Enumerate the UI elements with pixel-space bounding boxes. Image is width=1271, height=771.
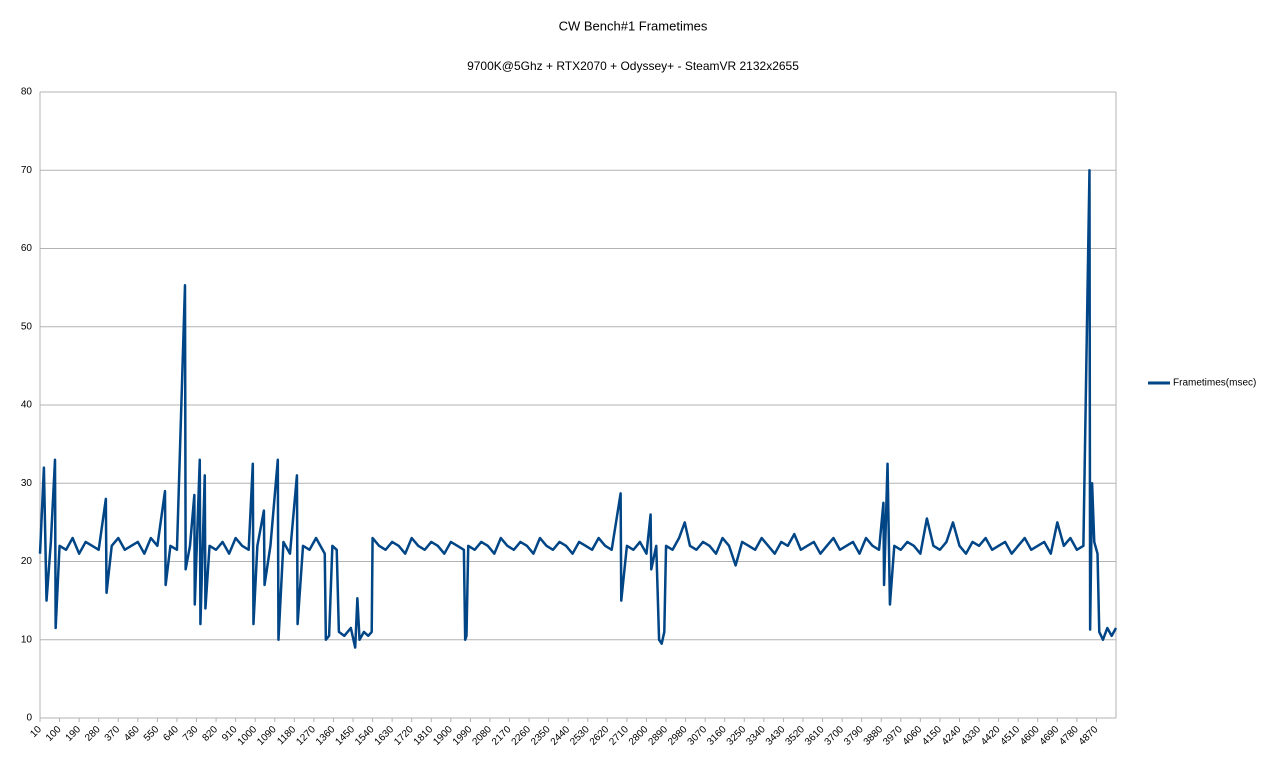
x-tick-label: 2350 [529,724,553,748]
x-tick-label: 280 [83,724,103,744]
x-tick-label: 2890 [647,724,671,748]
y-tick-label: 10 [21,634,33,645]
x-tick-label: 3430 [764,724,788,748]
x-tick-label: 3610 [803,724,827,748]
x-tick-label: 2440 [549,724,573,748]
x-tick-label: 4330 [960,724,984,748]
x-tick-label: 2980 [666,724,690,748]
x-tick-label: 4060 [901,724,925,748]
x-tick-label: 10 [28,724,44,740]
x-tick-label: 3520 [783,724,807,748]
y-tick-label: 50 [21,321,33,332]
x-tick-label: 3880 [862,724,886,748]
x-tick-label: 640 [161,724,181,744]
x-tick-label: 2080 [470,724,494,748]
x-tick-label: 730 [181,724,201,744]
x-tick-label: 190 [64,724,84,744]
x-tick-label: 4690 [1038,724,1062,748]
x-tick-label: 2710 [607,724,631,748]
x-tick-label: 4870 [1077,724,1101,748]
x-tick-label: 1720 [392,724,416,748]
y-tick-label: 30 [21,478,33,489]
y-tick-label: 40 [21,400,33,411]
x-tick-label: 1450 [333,724,357,748]
y-tick-label: 0 [26,713,32,724]
x-tick-label: 2800 [627,724,651,748]
x-tick-label: 3700 [823,724,847,748]
x-tick-label: 1000 [236,724,260,748]
x-tick-label: 2620 [588,724,612,748]
x-tick-label: 1180 [275,724,298,747]
x-tick-label: 1900 [431,724,455,748]
x-tick-label: 4150 [920,724,944,748]
x-tick-label: 100 [44,724,64,744]
x-tick-label: 3070 [686,724,710,748]
x-tick-label: 4420 [979,724,1003,748]
x-tick-label: 3790 [842,724,866,748]
x-tick-label: 3970 [881,724,905,748]
x-tick-label: 4240 [940,724,964,748]
x-tick-label: 2260 [510,724,534,748]
chart-subtitle: 9700K@5Ghz + RTX2070 + Odyssey+ - SteamV… [467,59,799,73]
x-tick-label: 1090 [255,724,279,748]
x-tick-label: 2530 [568,724,592,748]
x-tick-label: 3250 [725,724,749,748]
x-tick-label: 370 [103,724,123,744]
x-tick-label: 1360 [314,724,338,748]
legend-label: Frametimes(msec) [1173,378,1256,389]
x-tick-label: 3160 [705,724,729,748]
x-tick-label: 820 [200,724,220,744]
series-line [38,169,1118,649]
x-tick-label: 460 [122,724,142,744]
x-tick-label: 1990 [451,724,475,748]
x-tick-label: 2170 [490,724,514,748]
x-tick-label: 1810 [412,724,436,748]
x-tick-label: 1540 [353,724,377,748]
y-tick-label: 80 [21,87,33,98]
x-tick-label: 3340 [744,724,768,748]
x-tick-label: 1270 [294,724,318,748]
x-tick-label: 4780 [1057,724,1081,748]
x-tick-label: 4510 [999,724,1023,748]
x-tick-label: 4600 [1018,724,1042,748]
y-tick-label: 70 [21,165,33,176]
y-tick-label: 20 [21,556,33,567]
y-tick-label: 60 [21,243,33,254]
x-tick-label: 550 [142,724,162,744]
chart-title: CW Bench#1 Frametimes [559,18,708,33]
x-tick-label: 1630 [373,724,397,748]
